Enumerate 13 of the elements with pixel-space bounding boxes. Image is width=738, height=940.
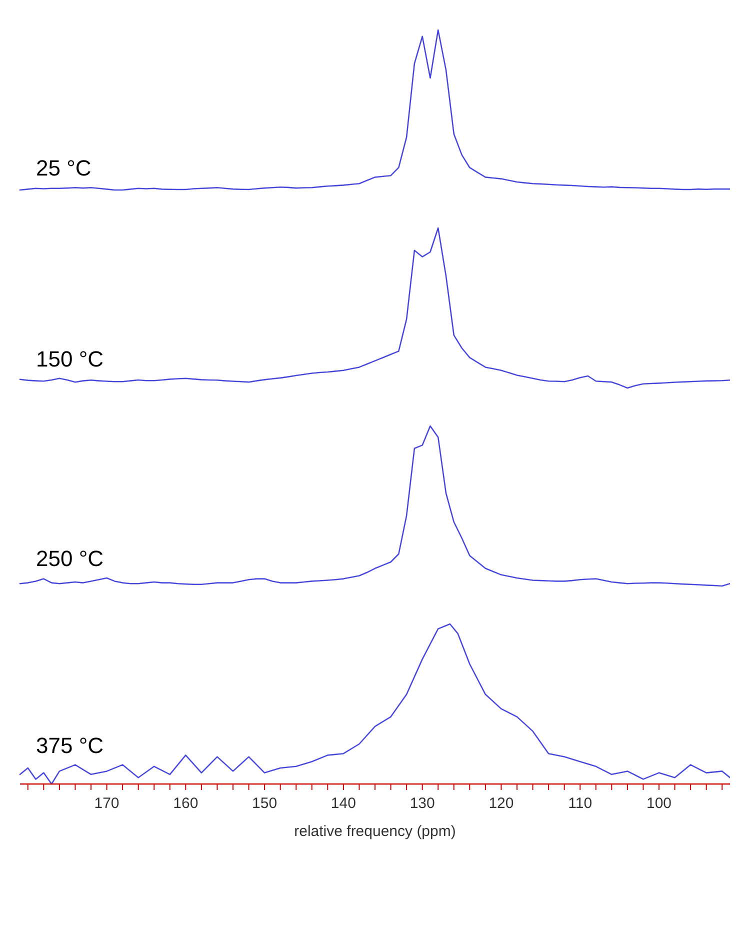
x-tick-label: 150 (252, 795, 278, 812)
x-tick-label: 100 (646, 795, 672, 812)
x-tick-label: 110 (568, 795, 592, 812)
x-tick-label: 170 (94, 795, 120, 812)
x-axis-title: relative frequency (ppm) (294, 823, 456, 840)
annotation: 150 °C (36, 346, 104, 372)
x-tick-label: 130 (410, 795, 435, 812)
x-tick-label: 120 (488, 795, 514, 812)
annotation: 25 °C (36, 156, 92, 181)
annotation: 375 °C (36, 732, 104, 758)
x-tick-label: 160 (173, 795, 198, 812)
annotation: 250 °C (36, 546, 104, 571)
x-tick-label: 140 (330, 795, 356, 812)
